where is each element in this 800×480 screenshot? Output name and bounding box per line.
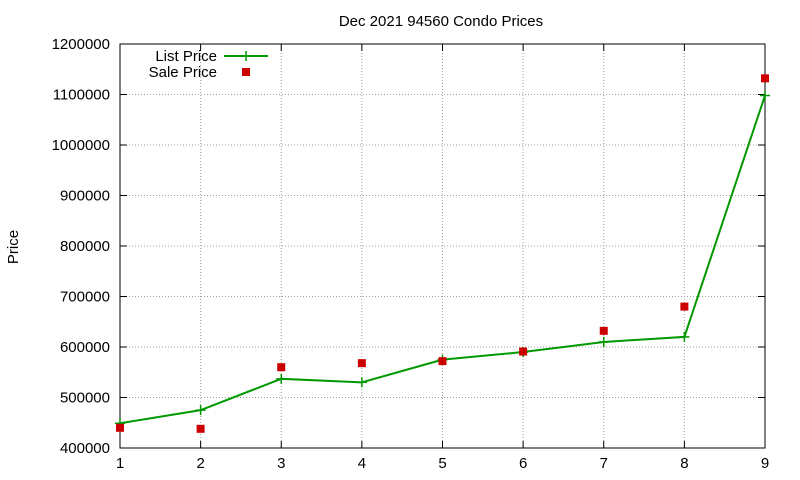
x-tick-label: 8 <box>680 455 688 472</box>
data-point <box>357 359 366 368</box>
legend-label: List Price <box>155 48 217 65</box>
x-axis-ticks: 1 2 3 4 5 6 7 8 9 <box>116 44 769 472</box>
data-point <box>195 405 206 416</box>
y-tick-label: 400000 <box>60 440 110 457</box>
data-point <box>116 423 124 432</box>
data-point <box>761 74 769 83</box>
data-point <box>760 90 770 101</box>
data-point <box>277 363 286 372</box>
data-point <box>196 424 205 433</box>
x-tick-label: 3 <box>277 455 285 472</box>
y-tick-label: 1000000 <box>52 137 110 154</box>
x-tick-label: 9 <box>761 455 769 472</box>
legend-swatch-marker <box>241 51 251 61</box>
x-tick-label: 1 <box>116 455 124 472</box>
x-tick-label: 2 <box>196 455 204 472</box>
y-tick-label: 900000 <box>60 188 110 205</box>
data-point <box>680 302 689 311</box>
plot-frame <box>119 43 766 449</box>
y-tick-label: 1200000 <box>52 36 110 53</box>
x-tick-label: 5 <box>438 455 446 472</box>
data-point <box>438 357 447 366</box>
data-point <box>276 373 287 384</box>
chart-title: Dec 2021 94560 Condo Prices <box>339 13 543 30</box>
data-point <box>679 331 690 342</box>
y-axis-label: Price <box>5 230 22 264</box>
series-layer <box>115 74 770 433</box>
legend-swatch-marker <box>242 68 250 76</box>
y-tick-label: 500000 <box>60 390 110 407</box>
x-tick-label: 4 <box>358 455 366 472</box>
grid <box>120 44 765 448</box>
y-tick-label: 600000 <box>60 339 110 356</box>
y-tick-label: 800000 <box>60 238 110 255</box>
series-sale-price <box>116 74 769 433</box>
x-tick-label: 6 <box>519 455 527 472</box>
data-point <box>519 347 528 356</box>
data-point <box>356 377 367 388</box>
y-tick-label: 700000 <box>60 289 110 306</box>
legend-label: Sale Price <box>149 64 217 81</box>
y-axis-ticks: 400000 500000 600000 700000 800000 900000 1000… <box>52 36 765 457</box>
y-tick-label: 1100000 <box>53 87 110 104</box>
data-point <box>599 326 608 335</box>
data-point <box>598 336 609 347</box>
x-tick-label: 7 <box>600 455 608 472</box>
